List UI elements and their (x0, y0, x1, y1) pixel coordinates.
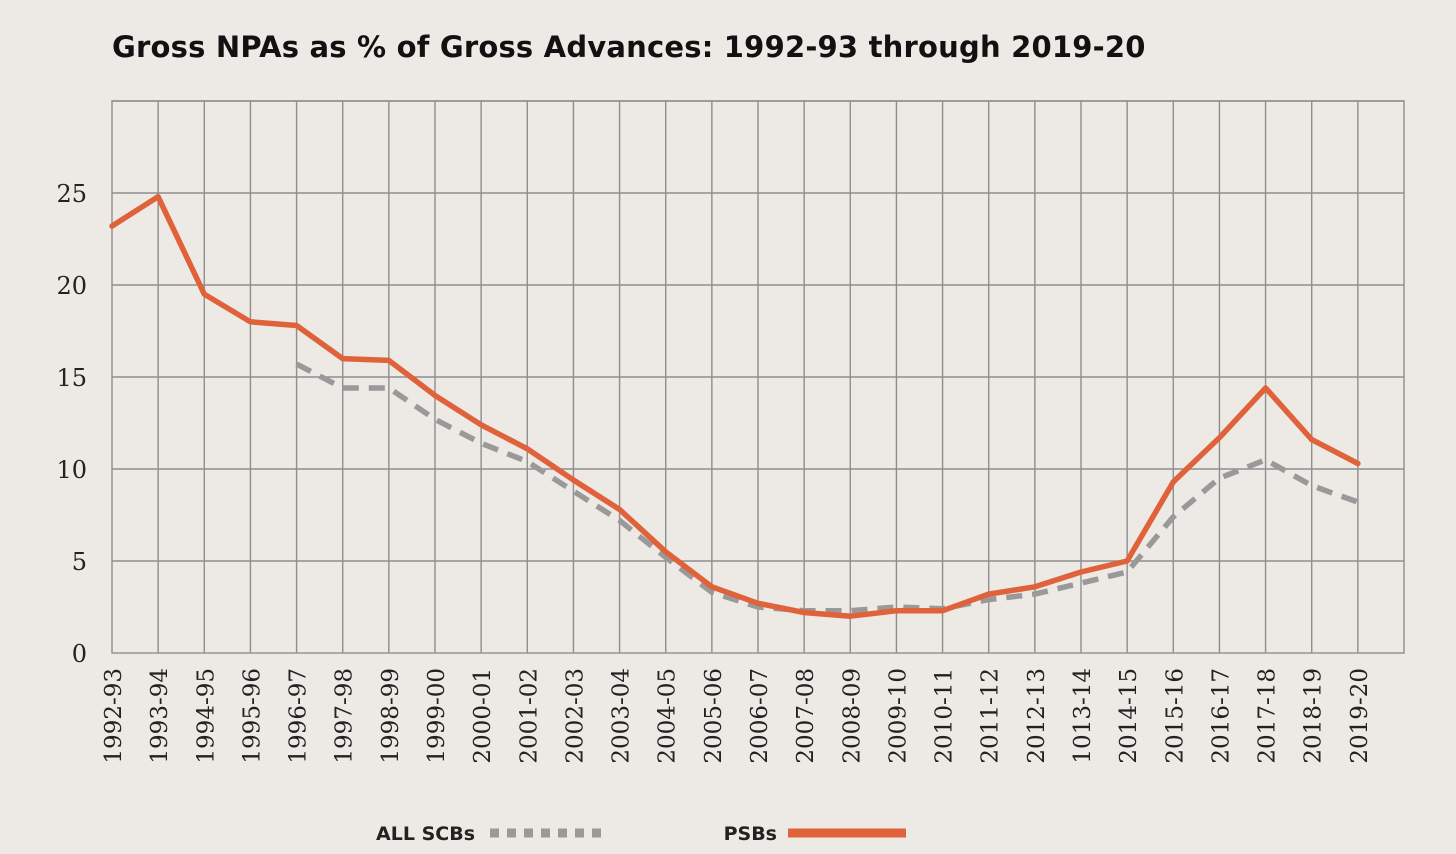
x-tick-label: 1998-99 (378, 668, 404, 764)
x-tick-label: 2008-09 (839, 668, 865, 764)
x-tick-label: 2019-20 (1347, 668, 1373, 764)
x-tick-label: 2018-19 (1301, 668, 1327, 764)
x-tick-label: 2016-17 (1208, 668, 1234, 764)
x-tick-label: 2012-13 (1024, 668, 1050, 764)
series-line-psbs (109, 193, 1361, 619)
legend-label: ALL SCBs (376, 823, 475, 845)
x-tick-label: 1994-95 (193, 668, 219, 764)
legend-item: ALL SCBs (376, 823, 608, 845)
x-tick-label: 2002-03 (562, 668, 588, 764)
x-tick-label: 2010-11 (932, 668, 958, 764)
x-tick-label: 2003-04 (609, 668, 635, 764)
x-axis-ticks: 1992-93 1993-94 1994-95 1995-96 1996-97 1997-… (101, 668, 1373, 764)
x-tick-label: 2015-16 (1162, 668, 1188, 764)
x-tick-label: 1996-97 (286, 668, 312, 764)
x-tick-label: 2011-12 (978, 668, 1004, 764)
legend: ALL SCBs PSBs (376, 823, 906, 845)
x-tick-label: 2014-15 (1116, 668, 1142, 764)
chart-title: Gross NPAs as % of Gross Advances: 1992-… (112, 30, 1146, 64)
x-tick-label: 2000-01 (470, 668, 496, 764)
x-tick-label: 2006-07 (747, 668, 773, 764)
legend-item: PSBs (724, 823, 906, 845)
y-tick-label: 15 (56, 364, 87, 392)
series-line-all-scbs (295, 361, 1359, 614)
x-tick-label: 2004-05 (655, 668, 681, 764)
x-tick-label: 2017-18 (1255, 668, 1281, 764)
x-tick-label: 2009-10 (885, 668, 911, 764)
x-tick-label: 1999-00 (424, 668, 450, 764)
x-tick-label: 1993-94 (147, 668, 173, 764)
y-tick-label: 20 (56, 272, 87, 300)
x-tick-label: 1995-96 (239, 668, 265, 764)
x-tick-label: 2007-08 (793, 668, 819, 764)
x-tick-label: 2005-06 (701, 668, 727, 764)
y-tick-label: 25 (56, 180, 87, 208)
y-tick-label: 10 (56, 456, 87, 484)
series (109, 193, 1361, 619)
x-tick-label: 1997-98 (332, 668, 358, 764)
y-tick-label: 5 (72, 548, 87, 576)
legend-label: PSBs (724, 823, 777, 845)
x-tick-label: 1013-14 (1070, 668, 1096, 764)
grid (111, 100, 1405, 654)
y-tick-label: 0 (72, 640, 87, 668)
x-tick-label: 1992-93 (101, 668, 127, 764)
x-tick-label: 2001-02 (516, 668, 542, 764)
y-axis-ticks: 0 5 10 15 20 25 (56, 180, 87, 668)
